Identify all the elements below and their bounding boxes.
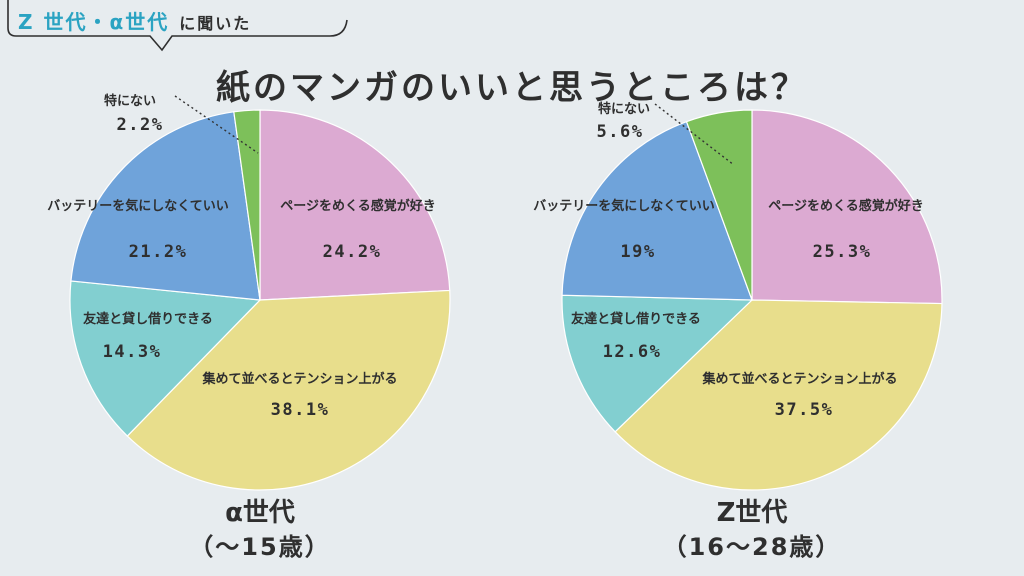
alpha-generation-age: （〜15歳）: [189, 533, 331, 562]
pie-slice: [561, 294, 754, 433]
leader-line: [174, 95, 259, 154]
pie-slice: [233, 109, 261, 301]
header-generations-label: Z 世代・α世代: [18, 10, 170, 34]
pie-chart-alpha: ページをめくる感覚が好き 24.2% 集めて並べるとテンション上がる 38.1% 友達と…: [47, 93, 451, 491]
header: Z 世代・α世代 に聞いた: [18, 6, 251, 35]
alpha-generation-name: α世代: [225, 498, 295, 528]
slice-value-label: 24.2%: [323, 242, 382, 262]
z-generation-name: Z世代: [716, 498, 788, 528]
slice-value-label: 38.1%: [271, 400, 330, 420]
slice-value-label: 14.3%: [103, 342, 162, 362]
slice-label: ページをめくる感覚が好き: [768, 198, 923, 214]
header-speech-bubble: [7, 0, 348, 52]
leader-line: [654, 103, 735, 166]
pie-slice: [614, 299, 943, 491]
slice-value-label: 12.6%: [603, 342, 662, 362]
slice-label: 友達と貸し借りできる: [83, 311, 213, 327]
chart-title: 紙のマンガのいいと思うところは？: [216, 68, 808, 108]
pie-slice: [69, 280, 262, 437]
alpha-generation-label: α世代 （〜15歳）: [160, 496, 360, 563]
pie-slice: [561, 120, 753, 301]
pie-slice: [751, 109, 943, 305]
z-generation-age: （16〜28歳）: [662, 533, 842, 562]
slice-value-label: 37.5%: [775, 400, 834, 420]
slice-label: 集めて並べるとテンション上がる: [201, 371, 397, 387]
pie-slice: [70, 111, 261, 301]
header-asked-label: に聞いた: [179, 14, 252, 33]
slice-value-label: 25.3%: [813, 242, 872, 262]
slice-label: バッテリーを気にしなくていい: [47, 198, 229, 214]
slice-value-label: 21.2%: [129, 242, 188, 262]
slice-label: ページをめくる感覚が好き: [280, 198, 435, 214]
slice-label: 友達と貸し借りできる: [571, 311, 701, 327]
slice-value-label: 2.2%: [117, 115, 164, 135]
slice-label: バッテリーを気にしなくていい: [533, 198, 715, 214]
slice-label: 集めて並べるとテンション上がる: [701, 371, 897, 387]
z-generation-label: Z世代 （16〜28歳）: [652, 496, 852, 563]
pie-slice: [685, 109, 753, 301]
slice-label: 特にない: [104, 93, 156, 109]
slice-value-label: 5.6%: [597, 122, 644, 142]
pie-slice: [126, 289, 451, 491]
slice-value-label: 19%: [620, 242, 655, 262]
pie-slice: [259, 109, 451, 301]
slice-label: 特にない: [598, 101, 650, 117]
pie-chart-z: ページをめくる感覚が好き 25.3% 集めて並べるとテンション上がる 37.5% 友達と…: [533, 101, 943, 491]
